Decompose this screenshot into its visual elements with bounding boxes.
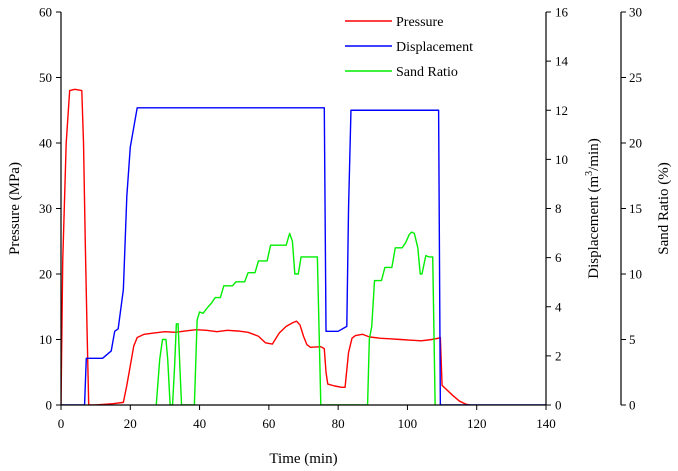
y-tick-label-sand-ratio: 5 [629,332,636,347]
series-line-pressure [61,88,470,405]
x-tick-label: 120 [467,416,487,431]
series-layer [61,88,546,405]
x-tick-label: 60 [262,416,275,431]
y-tick-label-sand-ratio: 15 [629,201,642,216]
legend-label: Sand Ratio [396,65,458,80]
axis-title-superscript: 3 [584,171,595,176]
axis-title-part: Displacement (m [586,175,602,278]
y-tick-label-pressure: 40 [39,136,52,151]
y-tick-label-displacement: 16 [555,5,569,20]
y-tick-label-displacement: 8 [555,201,562,216]
y-tick-label-displacement: 10 [555,152,568,167]
y-tick-label-displacement: 4 [555,299,562,314]
x-tick-label: 20 [124,416,137,431]
x-tick-label: 0 [58,416,65,431]
y-axis-title-displacement: Displacement (m3/min) [584,138,602,278]
y-tick-label-sand-ratio: 30 [629,5,642,20]
y-tick-label-sand-ratio: 0 [629,398,636,413]
y-tick-label-pressure: 0 [46,398,53,413]
x-tick-label: 100 [398,416,418,431]
y-tick-label-sand-ratio: 20 [629,136,642,151]
legend: Pressure Displacement Sand Ratio [345,15,473,80]
y-tick-label-displacement: 2 [555,348,562,363]
legend-label: Pressure [396,15,443,30]
x-tick-label: 40 [193,416,206,431]
y-tick-label-displacement: 6 [555,250,562,265]
y-axis-title-pressure: Pressure (MPa) [7,162,23,255]
y-tick-label-pressure: 20 [39,267,52,282]
x-tick-label: 140 [536,416,556,431]
y-tick-label-sand-ratio: 25 [629,70,642,85]
y-tick-label-displacement: 0 [555,398,562,413]
x-tick-label: 80 [332,416,345,431]
y-tick-label-sand-ratio: 10 [629,267,642,282]
legend-label: Displacement [396,40,473,55]
series-line-displacement [61,107,546,405]
y-tick-label-pressure: 30 [39,201,52,216]
series-line-sand-ratio [155,231,436,405]
y-tick-label-pressure: 50 [39,70,52,85]
axis-title-part: /min) [586,138,602,171]
y-tick-label-pressure: 60 [39,5,52,20]
y-tick-label-displacement: 12 [555,103,568,118]
y-tick-label-pressure: 10 [39,332,52,347]
y-axis-title-sand-ratio: Sand Ratio (%) [656,162,672,254]
x-axis-title: Time (min) [269,451,337,467]
y-tick-label-displacement: 14 [555,54,569,69]
